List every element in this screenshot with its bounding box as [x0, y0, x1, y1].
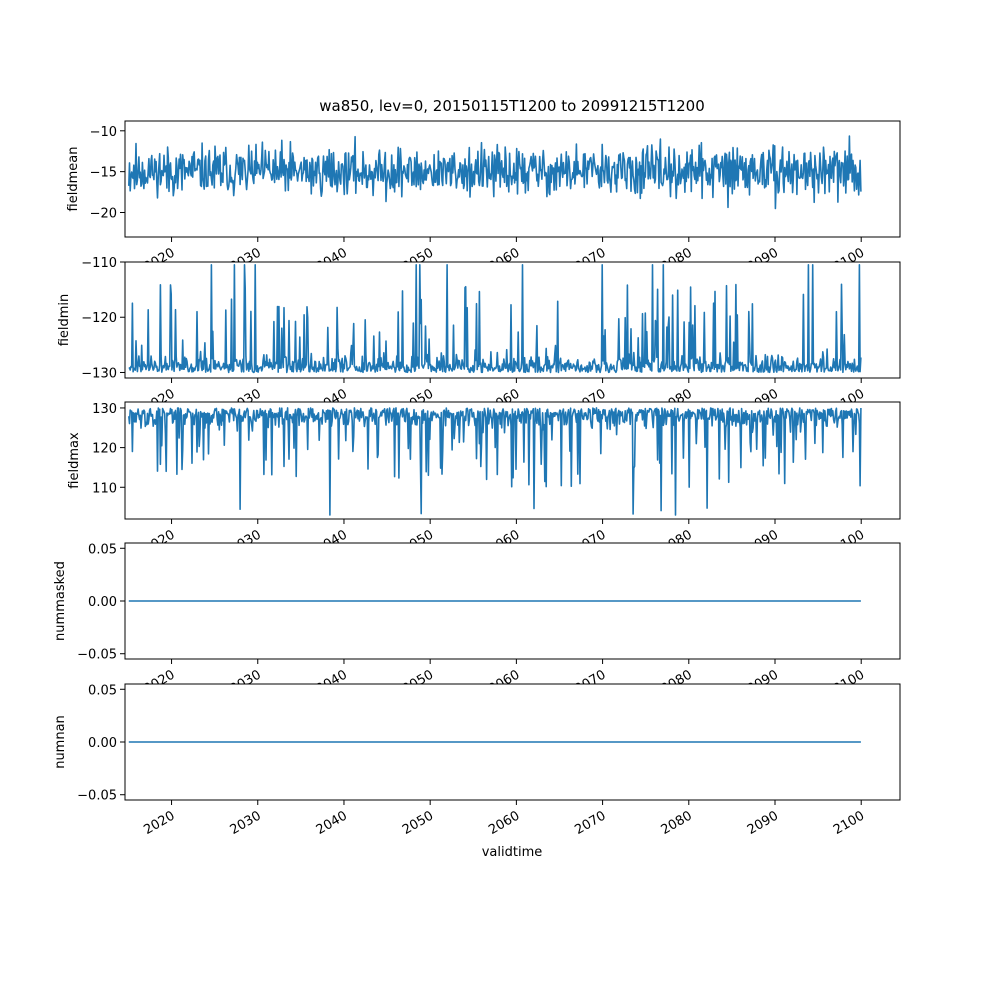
y-axis-label-numnan: numnan: [53, 715, 68, 769]
y-tick-label-nummasked: −0.05: [77, 648, 117, 663]
axes-frame-fieldmean: [124, 120, 901, 238]
axes-background-fieldmin: [125, 262, 900, 378]
axes-frame-numnan: [124, 683, 901, 801]
axes-frame-fieldmin: [124, 261, 901, 379]
y-tick-label-fieldmin: −130: [81, 366, 117, 381]
y-axis-label-fieldmin: fieldmin: [57, 294, 72, 347]
y-tick-label-fieldmean: −15: [90, 166, 117, 181]
y-tick-label-numnan: 0.05: [88, 683, 117, 698]
y-axis-label-fieldmean: fieldmean: [66, 147, 81, 212]
axes-frame-nummasked: [124, 542, 901, 660]
y-tick-label-fieldmax: 110: [92, 481, 117, 496]
series-line-fieldmean: [128, 135, 862, 210]
y-tick-label-nummasked: 0.05: [88, 542, 117, 557]
figure-title: wa850, lev=0, 20150115T1200 to 20991215T…: [319, 97, 705, 115]
y-tick-label-numnan: 0.00: [88, 736, 117, 751]
y-tick-label-fieldmin: −110: [81, 256, 117, 271]
y-tick-label-fieldmax: 130: [92, 402, 117, 417]
y-tick-label-fieldmin: −120: [81, 311, 117, 326]
y-tick-label-fieldmax: 120: [92, 442, 117, 457]
series-line-fieldmin: [128, 264, 862, 374]
y-tick-label-nummasked: 0.00: [88, 595, 117, 610]
y-tick-label-fieldmean: −20: [90, 206, 117, 221]
y-axis-label-fieldmax: fieldmax: [67, 432, 82, 489]
axes-frame-fieldmax: [124, 401, 901, 520]
x-axis-label: validtime: [482, 845, 543, 860]
y-tick-label-fieldmean: −10: [90, 125, 117, 140]
series-line-fieldmax: [128, 407, 862, 516]
y-tick-label-numnan: −0.05: [77, 789, 117, 804]
y-axis-label-nummasked: nummasked: [53, 561, 68, 641]
